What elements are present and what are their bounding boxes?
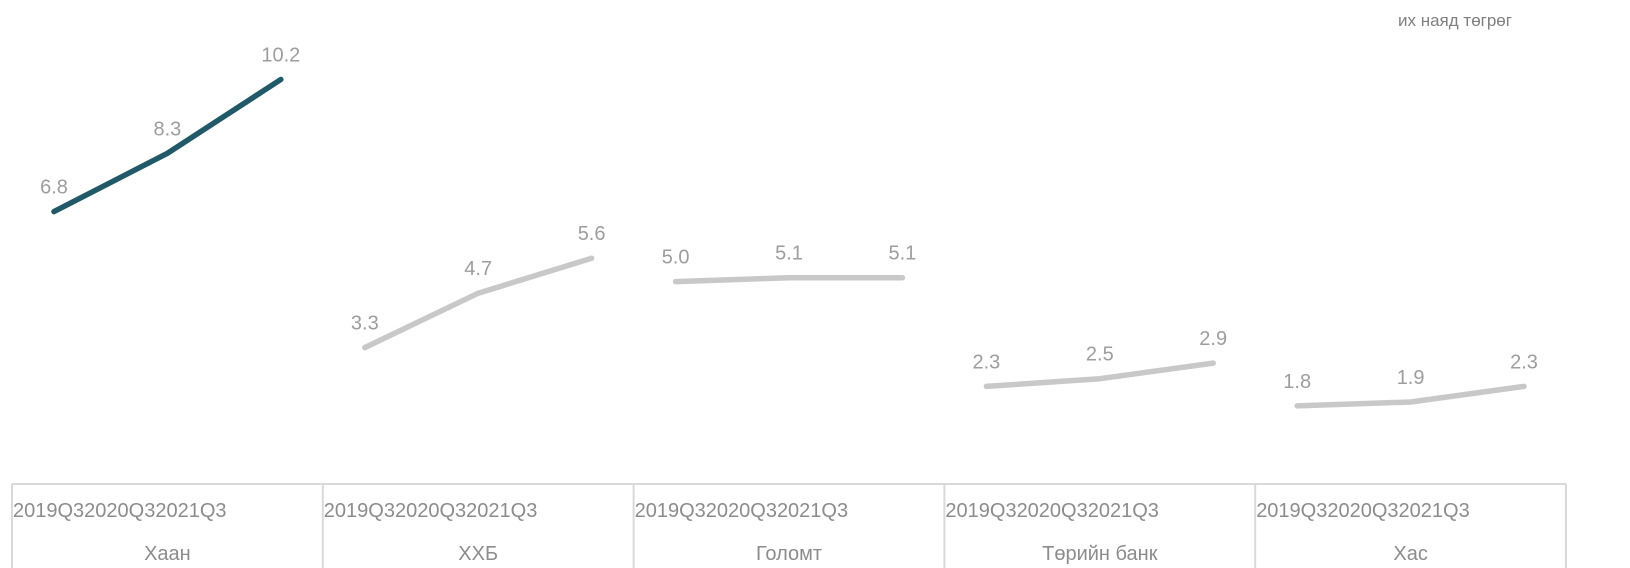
tick-label: 2019Q32020Q32021Q3 <box>13 500 227 522</box>
data-label: 4.7 <box>464 258 492 280</box>
category-axis: 2019Q32020Q32021Q3 Хаан 2019Q32020Q32021Q3… <box>11 483 1567 568</box>
data-label: 5.0 <box>662 247 690 269</box>
group-label: Хас <box>1393 543 1427 565</box>
data-label: 2.9 <box>1199 328 1227 350</box>
data-label: 5.1 <box>888 243 916 265</box>
data-label: 5.6 <box>578 223 606 245</box>
data-label: 6.8 <box>40 177 68 199</box>
tick-label: 2019Q32020Q32021Q3 <box>1256 500 1470 522</box>
group-label: Голомт <box>756 543 822 565</box>
group-label: ХХБ <box>458 543 498 565</box>
group-label: Хаан <box>144 543 191 565</box>
series-line-2 <box>672 274 906 285</box>
tick-label: 2019Q32020Q32021Q3 <box>324 500 538 522</box>
data-label: 2.5 <box>1086 344 1114 366</box>
data-label: 10.2 <box>261 45 300 67</box>
data-label: 3.3 <box>351 313 379 335</box>
data-label: 1.9 <box>1397 367 1425 389</box>
tick-label: 2019Q32020Q32021Q3 <box>635 500 849 522</box>
series-line-1 <box>362 255 595 351</box>
series-line-3 <box>983 360 1216 390</box>
unit-label: их наяд төгрөг <box>1398 11 1512 30</box>
series-line-4 <box>1294 383 1527 409</box>
series-line-0 <box>51 76 284 215</box>
tick-label: 2019Q32020Q32021Q3 <box>945 500 1159 522</box>
data-label: 8.3 <box>153 118 181 140</box>
plot-area: 6.8 8.3 10.2 3.3 4.7 5.6 5.0 5.1 5.1 2.3 2.5 2.9 1.8… <box>40 45 1538 409</box>
group-label: Төрийн банк <box>1042 543 1158 565</box>
data-label: 2.3 <box>972 351 1000 373</box>
data-label: 1.8 <box>1283 371 1311 393</box>
data-label: 5.1 <box>775 243 803 265</box>
data-label: 2.3 <box>1510 351 1538 373</box>
